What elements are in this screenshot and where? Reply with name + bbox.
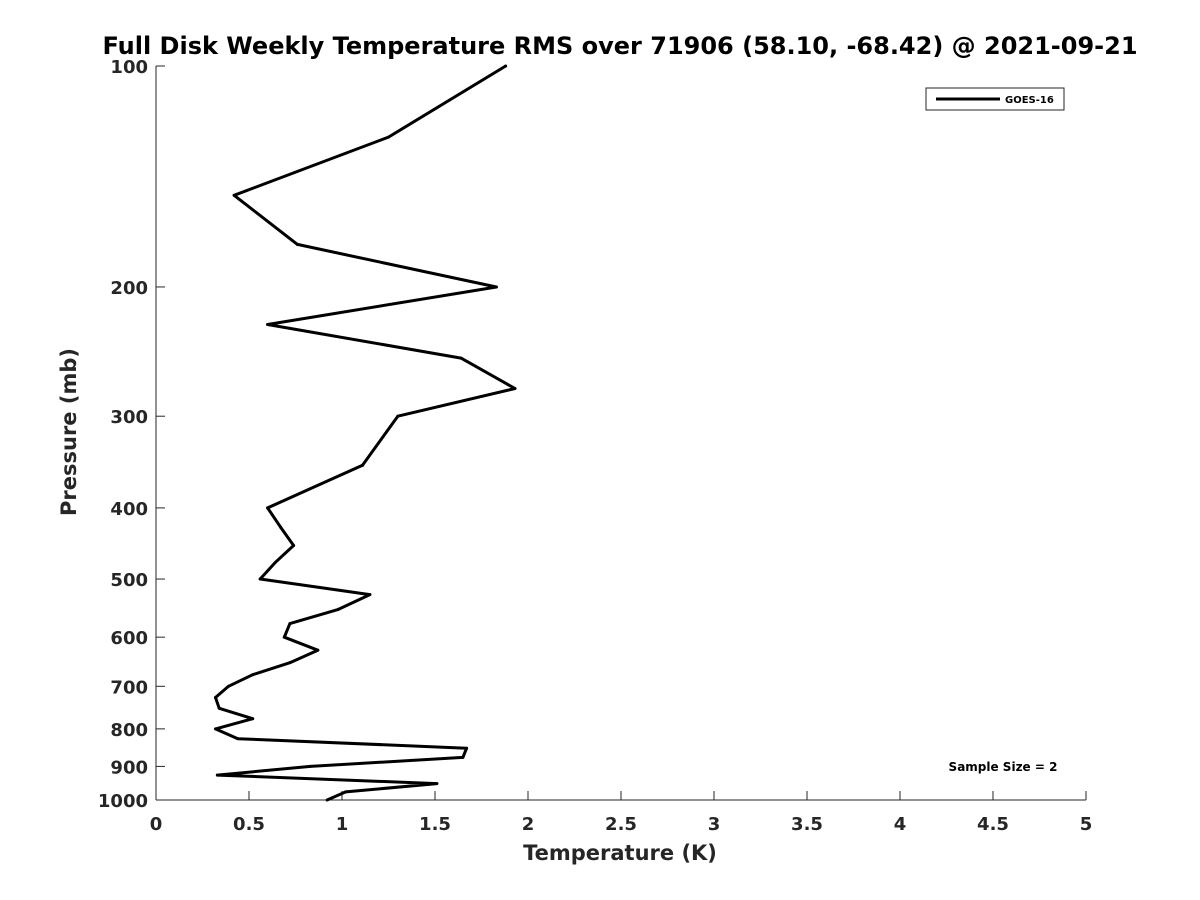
x-tick-label: 2.5 xyxy=(605,814,637,835)
data-point xyxy=(288,622,292,626)
data-point xyxy=(461,755,465,759)
data-point xyxy=(273,561,277,565)
y-tick-label: 700 xyxy=(110,677,148,698)
axes xyxy=(155,66,1086,801)
x-axis-label: Temperature (K) xyxy=(523,841,717,865)
data-point xyxy=(396,414,400,418)
data-point xyxy=(435,782,439,786)
series-layer xyxy=(214,64,517,802)
data-point xyxy=(288,661,292,665)
legend-label-goes-16: GOES-16 xyxy=(1005,95,1054,106)
data-point xyxy=(360,463,364,467)
y-tick-label: 800 xyxy=(110,720,148,741)
y-tick-label: 600 xyxy=(110,628,148,649)
data-point xyxy=(214,695,218,699)
data-point xyxy=(292,543,296,547)
data-point xyxy=(336,607,340,611)
data-point xyxy=(465,746,469,750)
y-tick-label: 900 xyxy=(110,757,148,778)
data-point xyxy=(217,706,221,710)
sample-size-annotation: Sample Size = 2 xyxy=(949,760,1058,774)
x-tick-label: 1.5 xyxy=(419,814,451,835)
x-tick-label: 4 xyxy=(894,814,907,835)
y-tick-label: 1000 xyxy=(98,791,148,812)
data-point xyxy=(258,577,262,581)
x-ticks: 0 0.5 1 1.5 2 2.5 3 3.5 4 4.5 5 xyxy=(150,791,1093,835)
data-point xyxy=(344,790,348,794)
y-tick-label: 500 xyxy=(110,570,148,591)
x-tick-label: 5 xyxy=(1080,814,1093,835)
data-point xyxy=(279,525,283,529)
data-point xyxy=(251,673,255,677)
y-tick-label: 100 xyxy=(110,57,148,78)
x-tick-label: 1 xyxy=(336,814,349,835)
series-line-0 xyxy=(214,64,517,802)
data-point xyxy=(266,506,270,510)
y-tick-label: 300 xyxy=(110,407,148,428)
data-point xyxy=(295,242,299,246)
y-ticks: 100 200 300 400 500 600 700 800 900 1000 xyxy=(98,57,165,812)
data-point xyxy=(368,593,372,597)
x-tick-label: 3 xyxy=(708,814,721,835)
data-point xyxy=(236,737,240,741)
y-axis-label: Pressure (mb) xyxy=(57,348,81,516)
y-tick-label: 200 xyxy=(110,278,148,299)
x-tick-label: 0.5 xyxy=(233,814,265,835)
data-point xyxy=(232,193,236,197)
chart-title: Full Disk Weekly Temperature RMS over 71… xyxy=(102,32,1137,60)
x-tick-label: 0 xyxy=(150,814,163,835)
data-point xyxy=(214,727,218,731)
data-point xyxy=(308,764,312,768)
legend: GOES-16 xyxy=(925,87,1065,111)
data-point xyxy=(282,635,286,639)
data-point xyxy=(215,773,219,777)
x-tick-label: 2 xyxy=(522,814,535,835)
data-point xyxy=(459,356,463,360)
data-point xyxy=(513,386,517,390)
data-point xyxy=(251,717,255,721)
data-point xyxy=(266,323,270,327)
data-point xyxy=(387,135,390,139)
data-point xyxy=(316,648,320,652)
data-point xyxy=(325,798,329,802)
data-point xyxy=(504,64,508,68)
data-point xyxy=(494,285,498,289)
x-tick-label: 3.5 xyxy=(791,814,823,835)
x-tick-label: 4.5 xyxy=(977,814,1009,835)
data-point xyxy=(227,684,231,688)
y-tick-label: 400 xyxy=(110,499,148,520)
